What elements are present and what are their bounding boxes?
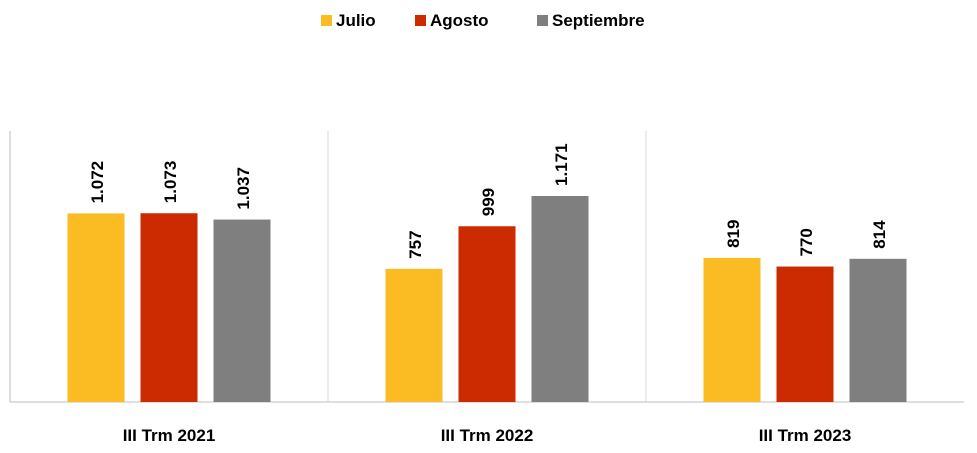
data-label: 1.073	[161, 161, 180, 204]
data-label: 1.171	[552, 143, 571, 186]
data-label: 770	[797, 228, 816, 256]
bar-agosto-2	[458, 226, 516, 402]
legend-swatch-septiembre	[537, 15, 548, 26]
legend-swatch-julio	[321, 15, 332, 26]
x-tick-label: III Trm 2022	[441, 426, 534, 445]
data-label: 819	[724, 220, 743, 248]
legend-swatch-agosto	[415, 15, 426, 26]
bar-julio-1	[67, 213, 125, 402]
bar-septiembre-1	[213, 219, 271, 402]
data-label: 1.037	[234, 167, 253, 210]
legend-label-agosto: Agosto	[430, 11, 489, 30]
data-label: 757	[406, 230, 425, 258]
bar-agosto-3	[776, 266, 834, 402]
data-label: 1.072	[88, 161, 107, 204]
data-labels: 1.072 1.073 1.037 757 999 1.171 819 770 814	[88, 143, 889, 258]
data-label: 814	[870, 220, 889, 249]
data-label: 999	[479, 188, 498, 216]
bars	[67, 196, 907, 402]
bar-julio-3	[703, 257, 761, 402]
bar-julio-2	[385, 268, 443, 402]
bar-septiembre-2	[531, 196, 589, 402]
x-tick-label: III Trm 2023	[759, 426, 852, 445]
legend-label-julio: Julio	[336, 11, 376, 30]
x-tick-label: III Trm 2021	[123, 426, 216, 445]
bar-agosto-1	[140, 213, 198, 402]
legend-label-septiembre: Septiembre	[552, 11, 645, 30]
x-tick-labels: III Trm 2021 III Trm 2022 III Trm 2023	[123, 426, 852, 445]
bar-septiembre-3	[849, 258, 907, 402]
legend: Julio Agosto Septiembre	[321, 11, 645, 30]
